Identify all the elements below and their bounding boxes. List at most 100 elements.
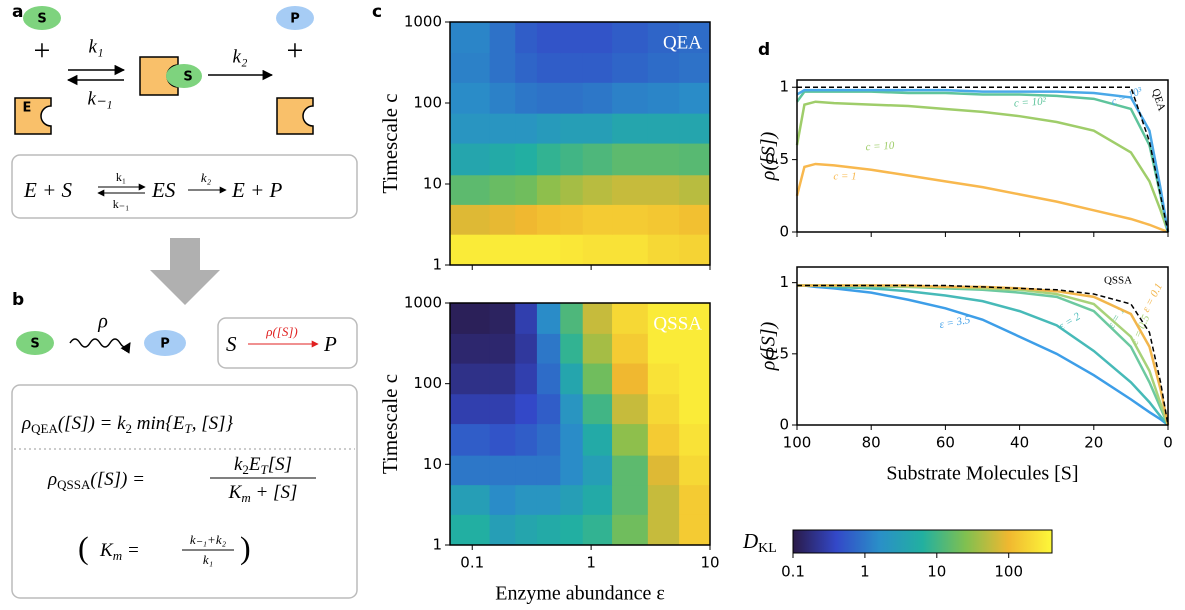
panel-label: a xyxy=(12,2,23,22)
y-axis-label: ρ([S]) xyxy=(758,131,780,181)
colorbar-tick-label: 1 xyxy=(860,563,870,581)
x-tick-label: 60 xyxy=(936,434,955,452)
y-tick-label: 0.5 xyxy=(765,150,789,168)
rate-label: k₂ xyxy=(232,46,247,67)
heatmap-cell xyxy=(536,174,561,205)
equation: k₁ xyxy=(203,552,213,567)
heatmap-cell xyxy=(582,514,613,546)
equation: ρQEA([S]) = k2 min{ET, [S]} xyxy=(21,413,234,436)
heatmap-cell xyxy=(612,333,649,364)
heatmap-cell xyxy=(679,484,711,515)
y-tick-label: 1 xyxy=(779,78,789,96)
heatmap-cell xyxy=(647,363,680,395)
heatmap-cell xyxy=(515,423,538,456)
x-tick-label: 0 xyxy=(1163,434,1173,452)
heatmap-cell xyxy=(536,363,561,395)
y-tick-label: 10 xyxy=(423,175,442,193)
heatmap-cell xyxy=(450,484,491,515)
x-axis-label: Enzyme abundance ε xyxy=(495,583,664,605)
y-tick-label: 1 xyxy=(432,536,442,554)
equation: k₋₁ xyxy=(113,197,130,211)
heatmap-cell xyxy=(450,174,491,205)
heatmap-cell xyxy=(647,234,680,266)
heatmap-cell xyxy=(612,455,649,486)
heatmap-cell xyxy=(536,204,561,235)
plot-frame xyxy=(796,266,1169,426)
heatmap-cell xyxy=(679,363,711,395)
heatmap-cell xyxy=(647,393,680,425)
x-tick-label: 100 xyxy=(783,434,812,452)
heatmap-cell xyxy=(679,333,711,364)
rate-label: ρ xyxy=(97,311,108,333)
y-axis-label: Timescale c xyxy=(378,374,402,474)
heatmap-cell xyxy=(536,455,561,486)
series-label: c = 10² xyxy=(1014,95,1048,109)
line-series xyxy=(797,284,1169,426)
heatmap-cell xyxy=(582,22,613,54)
equation: ES xyxy=(151,178,176,202)
colorbar-label-sub: KL xyxy=(758,541,777,556)
heatmap-cell xyxy=(647,333,680,364)
heatmap-cell xyxy=(450,455,491,486)
eq-part: = xyxy=(122,540,140,561)
heatmap-cell xyxy=(450,393,491,425)
eq-part: min{E xyxy=(132,413,185,434)
line-series xyxy=(797,284,1170,426)
heatmap-cell xyxy=(560,514,584,546)
heatmap-cell xyxy=(612,174,649,205)
heatmap-cell xyxy=(536,514,561,546)
heatmap-cell xyxy=(536,423,561,456)
eq-part: , [S]} xyxy=(192,413,234,434)
heatmap-cell xyxy=(582,82,613,114)
heatmap-cell xyxy=(515,234,538,266)
heatmap-cell xyxy=(612,22,649,54)
heatmap-cell xyxy=(560,82,584,114)
colorbar-label-main: D xyxy=(742,529,758,553)
heatmap-cell xyxy=(679,303,711,334)
heatmap-cell xyxy=(536,113,561,144)
series-label: QSSA xyxy=(1104,275,1132,287)
eq-part: ([S]) = xyxy=(90,469,145,490)
y-axis-label: Timescale c xyxy=(378,93,402,193)
eq-part: ([S]) = k xyxy=(58,413,126,434)
heatmap-cell xyxy=(515,303,538,334)
y-tick-label: 1000 xyxy=(404,13,442,31)
heatmap-cell xyxy=(515,82,538,114)
heatmap-cell xyxy=(560,113,584,144)
heatmap-cell xyxy=(560,363,584,395)
line-series xyxy=(797,86,1169,233)
heatmap-cell xyxy=(612,113,649,144)
heatmap-cell xyxy=(489,363,516,395)
enzyme-text: E xyxy=(23,101,32,116)
heatmap-cell xyxy=(647,113,680,144)
x-tick-label: 0.1 xyxy=(460,554,484,572)
eq-sub: 2 xyxy=(126,421,133,436)
heatmap-cell xyxy=(515,174,538,205)
series-label: ε = 2 xyxy=(1057,310,1083,333)
rate-label: k₁ xyxy=(88,36,103,57)
equation: Km + [S] xyxy=(228,482,298,505)
heatmap-cell xyxy=(489,423,516,456)
eq-sub: m xyxy=(241,490,250,505)
heatmap-cell xyxy=(489,113,516,144)
wavy-arrow xyxy=(69,338,131,354)
heatmap-cell xyxy=(489,455,516,486)
heatmap-cell xyxy=(489,234,516,266)
heatmap-cell xyxy=(450,52,491,83)
heatmap-cell xyxy=(647,174,680,205)
heatmap-cell xyxy=(679,82,711,114)
x-tick-label: 10 xyxy=(700,554,719,572)
product-blob xyxy=(144,330,186,356)
heatmap-cell xyxy=(647,52,680,83)
heatmap-cell xyxy=(450,514,491,546)
heatmap-cell xyxy=(582,204,613,235)
y-tick-label: 0 xyxy=(779,223,789,241)
eq-part: K xyxy=(228,482,243,503)
x-tick-label: 1 xyxy=(586,554,596,572)
equation: ρ([S]) xyxy=(265,324,298,339)
series-label: c = 10 xyxy=(865,140,895,154)
heatmap-cell xyxy=(450,82,491,114)
heatmap-cell xyxy=(560,303,584,334)
